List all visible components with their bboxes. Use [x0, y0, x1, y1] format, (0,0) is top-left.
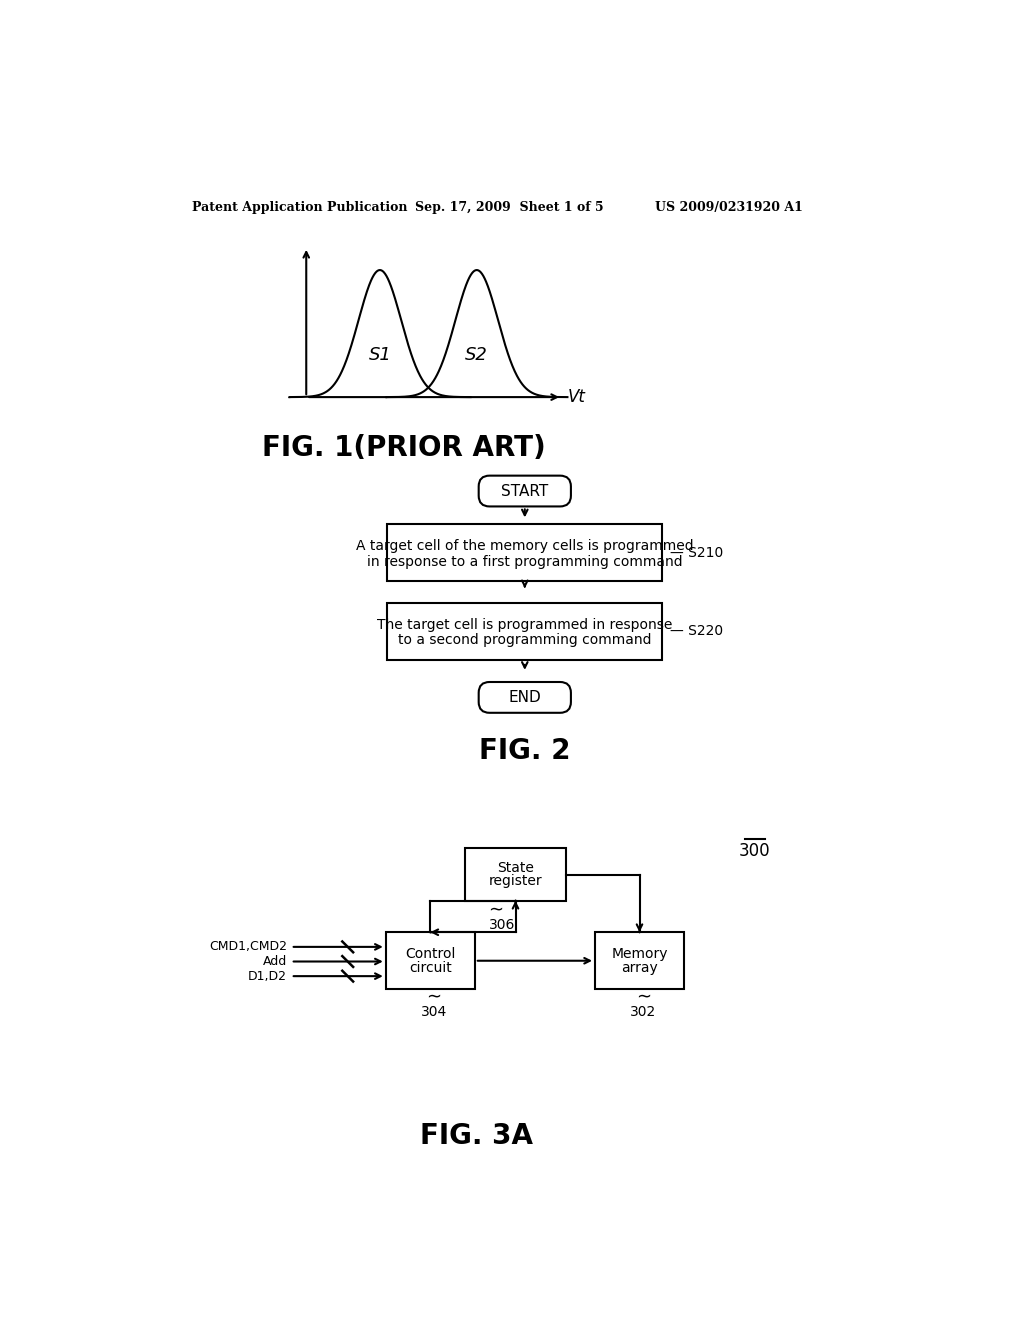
Text: FIG. 2: FIG. 2 [479, 738, 570, 766]
FancyBboxPatch shape [478, 682, 571, 713]
Text: ∼: ∼ [427, 987, 441, 1006]
Text: ∼: ∼ [488, 902, 504, 919]
Text: A target cell of the memory cells is programmed: A target cell of the memory cells is pro… [356, 540, 693, 553]
Text: END: END [509, 690, 541, 705]
Text: START: START [501, 483, 549, 499]
FancyBboxPatch shape [595, 932, 684, 989]
Text: — S220: — S220 [670, 624, 723, 638]
Text: 300: 300 [738, 842, 770, 861]
Text: ∼: ∼ [636, 987, 651, 1006]
Text: in response to a first programming command: in response to a first programming comma… [367, 554, 683, 569]
Text: FIG. 1(PRIOR ART): FIG. 1(PRIOR ART) [262, 434, 546, 462]
Text: — S210: — S210 [670, 545, 723, 560]
Text: D1,D2: D1,D2 [248, 970, 287, 982]
Text: Add: Add [262, 954, 287, 968]
Text: Vt: Vt [568, 388, 586, 407]
FancyBboxPatch shape [386, 932, 475, 989]
FancyBboxPatch shape [465, 849, 566, 900]
Text: Sep. 17, 2009  Sheet 1 of 5: Sep. 17, 2009 Sheet 1 of 5 [415, 201, 603, 214]
Text: The target cell is programmed in response: The target cell is programmed in respons… [377, 618, 673, 632]
Text: to a second programming command: to a second programming command [398, 634, 651, 647]
Text: S1: S1 [369, 346, 391, 364]
Text: circuit: circuit [409, 961, 452, 974]
Text: Patent Application Publication: Patent Application Publication [191, 201, 408, 214]
Text: 306: 306 [489, 919, 515, 932]
Text: 302: 302 [630, 1006, 656, 1019]
Text: array: array [622, 961, 657, 974]
Text: Memory: Memory [611, 946, 668, 961]
FancyBboxPatch shape [387, 524, 663, 581]
Text: Control: Control [406, 946, 456, 961]
Text: US 2009/0231920 A1: US 2009/0231920 A1 [655, 201, 803, 214]
Text: CMD1,CMD2: CMD1,CMD2 [209, 940, 287, 953]
Text: State: State [497, 861, 534, 875]
FancyBboxPatch shape [478, 475, 571, 507]
FancyBboxPatch shape [387, 603, 663, 660]
Text: S2: S2 [465, 346, 488, 364]
Text: 304: 304 [421, 1006, 447, 1019]
Text: FIG. 3A: FIG. 3A [420, 1122, 534, 1151]
Text: register: register [488, 874, 543, 888]
